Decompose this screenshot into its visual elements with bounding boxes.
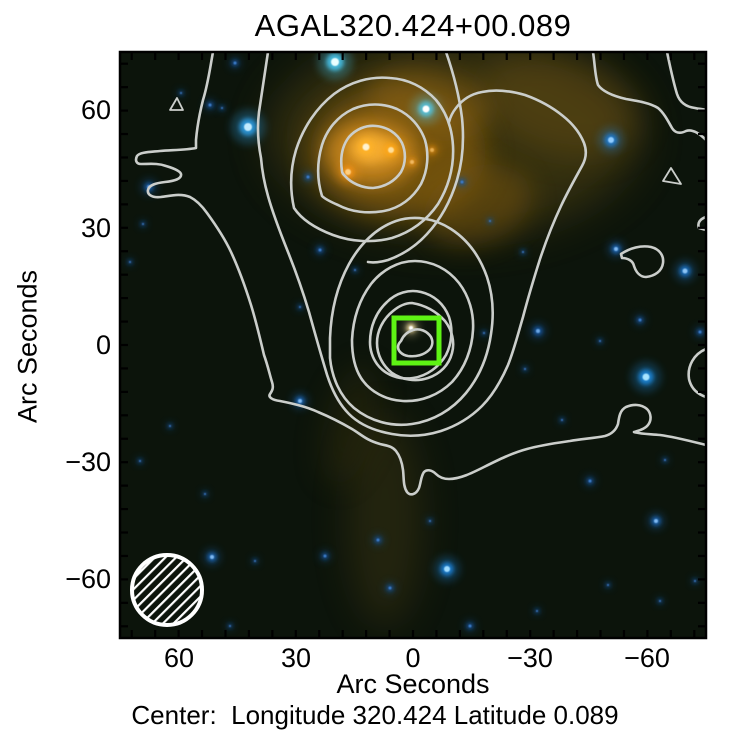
plot-frame (118, 50, 708, 640)
aperture-box (391, 315, 442, 366)
axis-ticks (121, 53, 705, 637)
contour-northeast-diagonal (591, 52, 706, 142)
y-tick-label: 0 (95, 330, 111, 360)
contour-central-ring-2 (375, 301, 455, 382)
x-axis-label: Arc Seconds (336, 669, 490, 699)
contour-triangle-west (169, 97, 184, 111)
figure-title: AGAL320.424+00.089 (254, 8, 572, 43)
contour-east-edge-loop (687, 347, 706, 399)
contour-central-ring-4 (350, 259, 475, 403)
y-tick-label: 30 (80, 213, 111, 243)
y-tick-label: −30 (65, 447, 111, 477)
sky-scene (120, 52, 706, 638)
x-tick-label: 0 (405, 643, 421, 673)
contour-northeast-corner (665, 52, 706, 112)
contour-east-hook (619, 245, 665, 279)
contour-north-ring-mid (316, 103, 429, 214)
contour-central-ring-5 (328, 216, 494, 427)
contour-outer-envelope (134, 52, 706, 496)
x-tick-label: −60 (624, 643, 670, 673)
contour-central-peak-core (396, 328, 434, 358)
contour-saddle-line (366, 52, 465, 264)
dust-contours (134, 52, 706, 496)
contour-triangle-east (662, 167, 682, 185)
contour-north-ring-inner (339, 124, 407, 190)
center-coordinates-caption: Center: Longitude 320.424 Latitude 0.089 (131, 700, 619, 730)
y-tick-label: 60 (80, 95, 111, 125)
x-tick-label: −30 (507, 643, 553, 673)
x-tick-label: 30 (280, 643, 312, 673)
beam-indicator (130, 553, 204, 627)
x-tick-label: 60 (163, 643, 195, 673)
stars (125, 52, 706, 633)
contour-second-envelope (256, 52, 588, 437)
y-tick-label: −60 (65, 564, 111, 594)
